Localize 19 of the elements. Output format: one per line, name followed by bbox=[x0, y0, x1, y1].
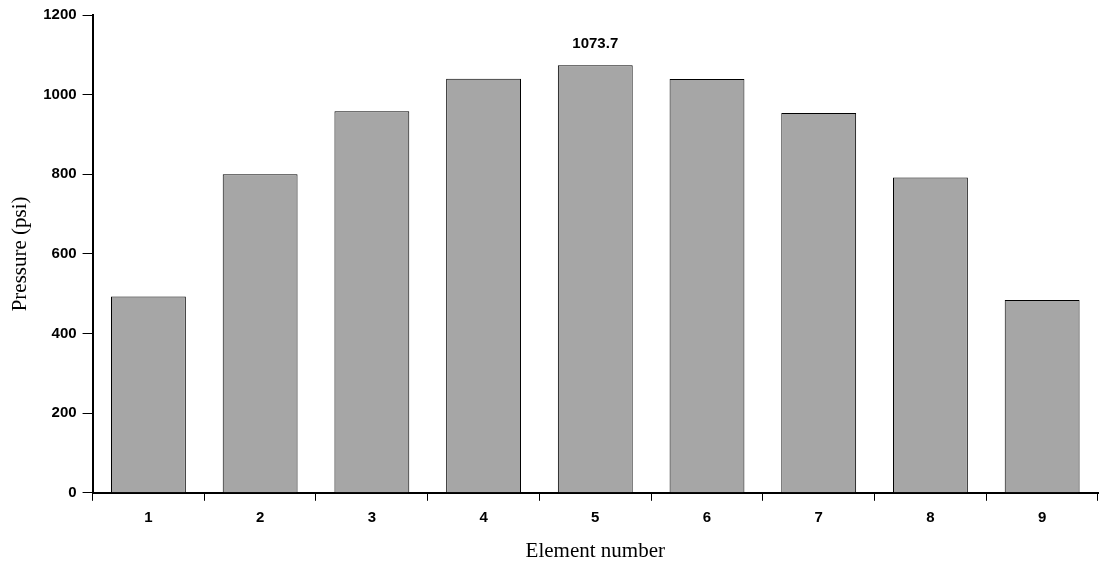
y-tick-label: 1000 bbox=[43, 84, 77, 102]
y-tick-label: 400 bbox=[51, 323, 77, 341]
x-axis-title: Element number bbox=[525, 537, 665, 562]
y-tick-label: 200 bbox=[51, 403, 77, 421]
x-tick-label: 7 bbox=[814, 507, 823, 525]
x-tick-label: 3 bbox=[367, 507, 377, 525]
y-axis-title: Pressure (psi) bbox=[7, 196, 32, 312]
y-tick-label: 600 bbox=[51, 244, 77, 262]
y-tick-label: 800 bbox=[51, 164, 77, 182]
x-tick-label: 5 bbox=[591, 507, 600, 525]
x-tick-label: 8 bbox=[926, 507, 935, 525]
y-tick-label: 1200 bbox=[43, 5, 77, 23]
x-tick-label: 4 bbox=[479, 507, 489, 525]
x-tick-label: 2 bbox=[255, 507, 265, 525]
x-tick-label: 9 bbox=[1037, 507, 1047, 525]
y-tick-label: 0 bbox=[68, 482, 77, 500]
data-label: 1073.7 bbox=[572, 33, 619, 51]
x-tick-label: 1 bbox=[144, 507, 153, 525]
x-tick-label: 6 bbox=[702, 507, 712, 525]
